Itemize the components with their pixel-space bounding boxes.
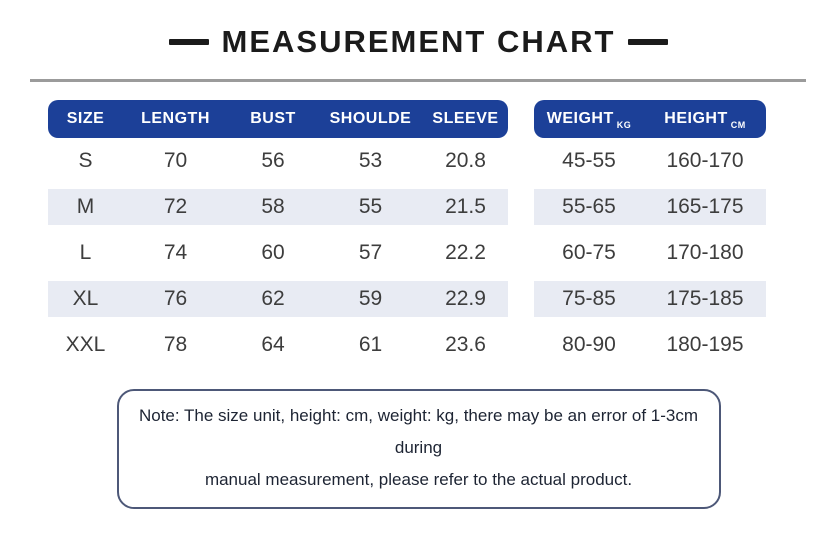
note-box: Note: The size unit, height: cm, weight:… [116, 389, 721, 509]
header-cell-shoulder: SHOULDE [329, 110, 412, 127]
table-cell: 22.9 [445, 287, 486, 310]
page-title: MEASUREMENT CHART [221, 24, 616, 59]
table-row-l: L 74 60 57 22.2 [48, 230, 508, 276]
table-cell: M [76, 195, 95, 218]
divider-line [30, 79, 806, 82]
table-cell: 45-55 [562, 149, 616, 172]
table-cell: 70 [163, 149, 188, 172]
table-cell: 62 [261, 287, 285, 310]
table-row-xl-body: 75-85 175-185 [534, 276, 766, 322]
table-cell: 75-85 [562, 287, 616, 310]
table-cell: 55-65 [562, 195, 616, 218]
table-cell: 74 [163, 241, 188, 264]
table-row-xl: XL 76 62 59 22.9 [48, 276, 508, 322]
page-title-row: MEASUREMENT CHART [0, 24, 837, 60]
table-cell: 53 [358, 149, 383, 172]
weight-unit-label: KG [616, 120, 632, 130]
note-line-1: Note: The size unit, height: cm, weight:… [138, 406, 699, 457]
table-cell: 170-180 [666, 241, 744, 264]
table-cell: 80-90 [562, 333, 616, 356]
table-cell: 58 [261, 195, 285, 218]
table-row-m-body: 55-65 165-175 [534, 184, 766, 230]
note-line-2: manual measurement, please refer to the … [204, 470, 633, 489]
table-cell: 20.8 [445, 149, 486, 172]
title-dash-left-icon [168, 39, 209, 45]
header-weight-label: WEIGHT [546, 110, 614, 127]
table-cell: 61 [358, 333, 383, 356]
body-stats-table: WEIGHT KG HEIGHT CM 45-55 160-170 55-65 16… [534, 100, 766, 368]
header-cell-weight: WEIGHT KG [534, 110, 644, 130]
table-cell: 72 [163, 195, 188, 218]
table-row-xxl: XXL 78 64 61 23.6 [48, 322, 508, 368]
table-cell: 22.2 [445, 241, 486, 264]
height-unit-label: CM [730, 120, 746, 130]
table-cell: 160-170 [666, 149, 744, 172]
table-cell: 23.6 [445, 333, 486, 356]
table-cell: 76 [163, 287, 188, 310]
table-cell: L [79, 241, 92, 264]
table-row-s-body: 45-55 160-170 [534, 138, 766, 184]
header-cell-length: LENGTH [141, 110, 210, 127]
table-cell: 59 [358, 287, 383, 310]
garment-table-header: SIZE LENGTH BUST SHOULDE SLEEVE [48, 100, 508, 138]
header-height-label: HEIGHT [664, 110, 728, 127]
table-row-xxl-body: 80-90 180-195 [534, 322, 766, 368]
measurement-chart-page: MEASUREMENT CHART SIZE LENGTH BUST SHOUL… [0, 24, 837, 546]
table-cell: 57 [358, 241, 383, 264]
title-dash-right-icon [628, 39, 669, 45]
table-row-l-body: 60-75 170-180 [534, 230, 766, 276]
table-cell: 21.5 [445, 195, 486, 218]
table-cell: 60 [261, 241, 285, 264]
table-cell: 60-75 [562, 241, 616, 264]
header-cell-size: SIZE [66, 110, 105, 127]
header-cell-bust: BUST [250, 110, 296, 127]
table-cell: 180-195 [666, 333, 744, 356]
table-cell: 78 [163, 333, 188, 356]
table-cell: 56 [261, 149, 285, 172]
table-cell: XL [72, 287, 99, 310]
body-stats-header: WEIGHT KG HEIGHT CM [534, 100, 766, 138]
table-row-m: M 72 58 55 21.5 [48, 184, 508, 230]
table-cell: S [78, 149, 93, 172]
table-cell: XXL [65, 333, 106, 356]
table-cell: 55 [358, 195, 383, 218]
table-cell: 175-185 [666, 287, 744, 310]
table-cell: 64 [261, 333, 285, 356]
table-cell: 165-175 [666, 195, 744, 218]
table-row-s: S 70 56 53 20.8 [48, 138, 508, 184]
measurement-tables: SIZE LENGTH BUST SHOULDE SLEEVE S 70 56 … [48, 100, 837, 368]
header-cell-height: HEIGHT CM [644, 110, 766, 130]
header-cell-sleeve: SLEEVE [432, 110, 499, 127]
garment-size-table: SIZE LENGTH BUST SHOULDE SLEEVE S 70 56 … [48, 100, 508, 368]
